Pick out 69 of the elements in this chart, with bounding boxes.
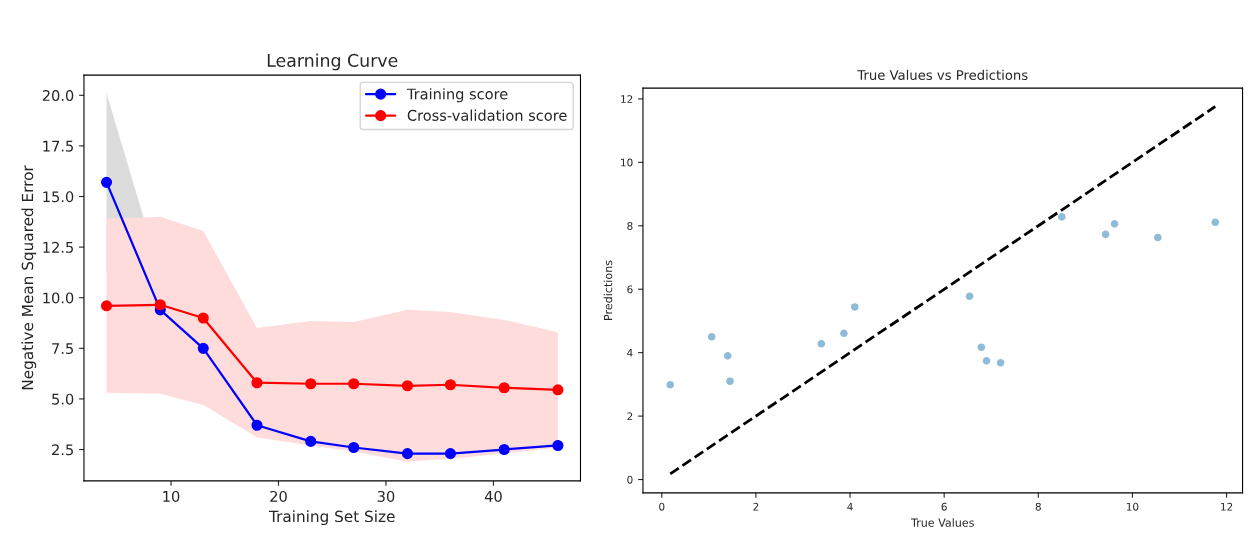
point — [251, 377, 263, 389]
point — [100, 300, 113, 312]
point — [965, 292, 974, 301]
x-tick-label: 40 — [484, 490, 502, 502]
point — [444, 448, 456, 460]
point — [850, 303, 859, 311]
point — [444, 379, 456, 391]
point — [817, 339, 826, 348]
y-tick-label: 12 — [621, 95, 633, 103]
x-tick-label: 0 — [659, 502, 665, 511]
y-tick-label: 10 — [621, 158, 633, 167]
x-axis-title: True Values — [911, 518, 974, 527]
point — [552, 384, 564, 396]
point — [197, 342, 209, 354]
chart-title: Learning Curve — [267, 53, 398, 71]
y-tick-label: 17.5 — [43, 140, 73, 152]
point — [1154, 233, 1162, 242]
point — [1101, 230, 1110, 239]
point — [1211, 218, 1220, 227]
point — [305, 378, 317, 390]
x-tick-label: 4 — [847, 502, 853, 511]
y-tick-label: 10.0 — [43, 292, 74, 304]
point — [197, 312, 209, 324]
y-tick-label: 7.5 — [52, 343, 73, 355]
point — [996, 359, 1005, 367]
point — [840, 329, 848, 338]
x-tick-label: 6 — [941, 502, 947, 511]
chart-title: True Values vs Predictions — [857, 69, 1028, 80]
point — [1110, 220, 1119, 228]
point — [401, 380, 414, 392]
x-axis-title: Training Set Size — [268, 510, 395, 526]
y-tick-label: 12.5 — [43, 241, 73, 253]
x-tick-label: 10 — [163, 490, 180, 502]
x-tick-label: 12 — [1221, 502, 1233, 511]
point — [348, 441, 360, 454]
y-axis-title: Predictions — [603, 260, 613, 320]
legend-label: Training score — [406, 88, 508, 103]
point — [100, 176, 113, 188]
y-tick-label: 5.0 — [52, 393, 74, 405]
y-tick-label: 4 — [627, 349, 633, 357]
y-tick-label: 15.0 — [43, 191, 74, 203]
x-tick-label: 2 — [753, 502, 759, 511]
point — [401, 448, 414, 460]
point — [977, 343, 986, 352]
x-tick-label: 8 — [1035, 502, 1041, 511]
point — [154, 299, 166, 311]
point — [723, 352, 732, 360]
y-tick-label: 2 — [627, 412, 633, 421]
point — [498, 382, 510, 394]
x-tick-label: 20 — [270, 490, 287, 502]
point — [552, 439, 564, 452]
y-axis-title: Negative Mean Squared Error — [21, 165, 37, 390]
y-tick-label: 20.0 — [42, 90, 74, 102]
y-tick-label: 0 — [627, 475, 633, 484]
point — [1058, 213, 1066, 221]
x-tick-label: 30 — [377, 490, 395, 502]
y-tick-label: 2.5 — [52, 444, 73, 456]
point — [498, 443, 510, 456]
point — [982, 357, 991, 365]
x-tick-label: 10 — [1126, 502, 1139, 511]
point — [251, 419, 263, 431]
legend-label: Cross-validation score — [407, 109, 567, 121]
point — [707, 333, 716, 341]
point — [348, 378, 360, 390]
y-tick-label: 6 — [627, 285, 633, 294]
point — [305, 435, 317, 447]
y-tick-label: 8 — [627, 222, 633, 230]
point — [726, 377, 734, 386]
point — [666, 380, 675, 389]
